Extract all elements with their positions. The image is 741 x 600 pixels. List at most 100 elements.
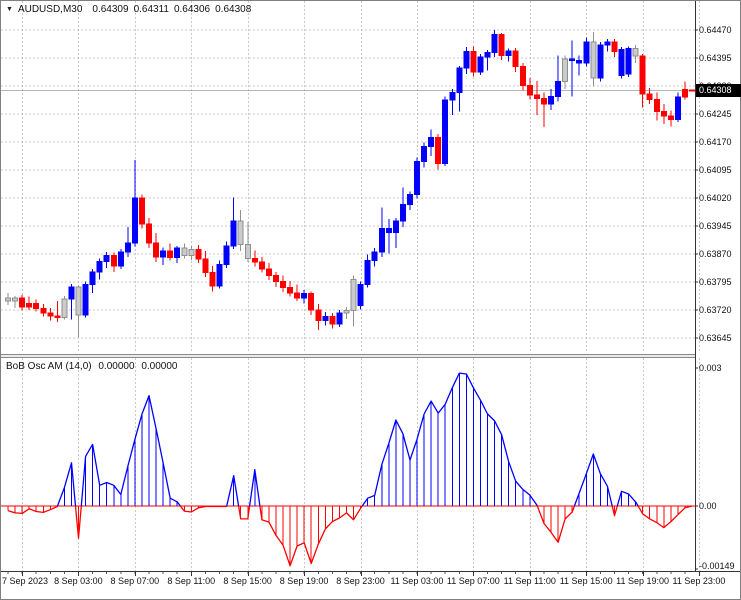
ohlc-close-value: 0.64308 [215,4,252,15]
candle [533,80,540,116]
candle [336,310,343,328]
time-axis-label: 11 Sep 15:00 [559,576,613,586]
symbol-dropdown-icon[interactable]: ▼ [6,6,13,13]
candle [223,241,230,269]
candle [470,46,477,77]
candle [583,37,590,67]
candle [110,252,117,272]
indicator-name: BoB Osc AM (14,0) [6,361,92,372]
candle [265,262,272,281]
price-axis-label: 0.63945 [699,220,732,231]
symbol-period-label: AUDUSD,M30 [17,4,83,15]
candle [597,41,604,82]
candle [202,251,209,278]
candle [287,280,294,297]
candle [519,62,526,91]
candle [428,129,435,157]
candle [399,187,406,228]
candle [540,92,547,128]
time-axis-label: 11 Sep 03:00 [390,576,444,586]
candle [237,209,244,252]
candle [491,30,498,57]
time-axis-label: 8 Sep 23:00 [336,576,385,586]
candle [153,233,160,263]
candle [174,245,181,263]
candle [414,157,421,199]
price-axis-label: 0.64395 [699,52,732,63]
candle [280,275,287,293]
candle [117,248,124,269]
candle [308,291,315,316]
time-axis-label: 8 Sep 15:00 [223,576,272,586]
time-axis-label: 8 Sep 07:00 [110,576,160,586]
candle [33,299,40,312]
candle [89,268,96,293]
candle [653,92,660,121]
candle [26,296,33,310]
candle [181,243,188,259]
time-axis-label: 8 Sep 11:00 [167,576,216,586]
oscillator-line [7,372,693,567]
candle [548,88,555,110]
time-axis-label: 8 Sep 19:00 [279,576,329,586]
candlesticks [5,30,696,337]
indicator-value-1: 0.00000 [98,361,135,372]
candle [138,194,145,229]
ohlc-open-value: 0.64309 [92,4,129,15]
candle [632,44,639,63]
time-axis-label: 11 Sep 19:00 [616,576,670,586]
candle [272,271,279,287]
candle [463,47,470,75]
time-axis-label: 7 Sep 2023 [2,576,49,586]
candle [75,285,82,337]
candle [96,258,103,280]
axes [0,0,741,576]
candle [54,301,61,322]
price-axis-label: 0.64095 [699,164,732,175]
candle [569,40,576,97]
candle [195,245,202,263]
candle [435,133,442,170]
candle [477,53,484,75]
candle [5,292,11,305]
candle [61,295,68,320]
oscillator-axis-label: 0.00 [699,500,717,511]
candle [40,304,47,317]
price-axis-label: 0.63720 [699,304,732,315]
candle [209,265,216,292]
candle [82,281,89,318]
candle [526,77,533,100]
candle [350,275,357,327]
oscillator-histogram [7,373,686,566]
time-axis-label: 11 Sep 23:00 [672,576,726,586]
candle [322,312,329,326]
candle [555,55,562,102]
candle [230,197,237,249]
candle [47,307,54,321]
time-axis-label: 11 Sep 11:00 [503,576,556,586]
price-axis-label: 0.64245 [699,108,732,119]
candle [498,32,505,60]
candle [674,92,681,122]
candle [12,295,19,308]
candle [167,243,174,261]
candle [681,81,688,100]
oscillator-axis-label: 0.003 [699,362,722,373]
candle [442,96,449,166]
chart-header: ▼ AUDUSD,M30 0.64309 0.64311 0.64306 0.6… [6,4,256,15]
candle [216,260,223,289]
price-axis-label: 0.63645 [699,332,732,343]
price-axis-label: 0.64020 [699,192,732,203]
candle [660,103,667,125]
indicator-value-2: 0.00000 [141,361,178,372]
candle [562,55,569,89]
candle [576,55,583,76]
ohlc-low-value: 0.64306 [173,4,211,15]
price-axis-label: 0.64170 [699,136,732,147]
candle [406,191,413,210]
candle [456,65,463,112]
candle [646,88,653,104]
candle [618,47,625,79]
